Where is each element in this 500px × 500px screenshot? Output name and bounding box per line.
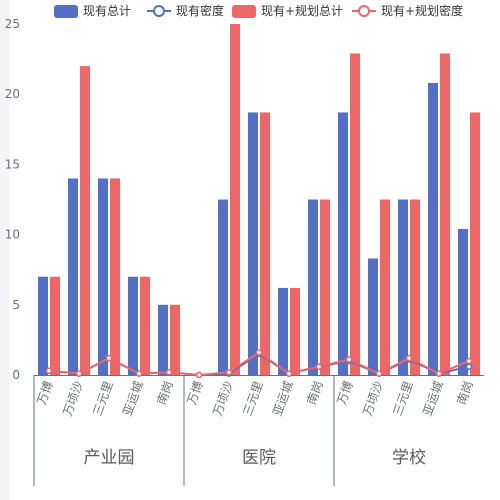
bar (218, 199, 228, 375)
legend-swatch (153, 5, 165, 17)
category-label: 南岗 (454, 379, 476, 407)
y-tick-label: 10 (5, 228, 20, 242)
category-label: 南岗 (304, 379, 326, 407)
bar (110, 178, 120, 375)
bar (428, 82, 438, 375)
density-point (165, 368, 173, 376)
left-gutter (0, 0, 9, 500)
bar (128, 276, 138, 375)
category-label: 万博 (334, 379, 356, 407)
density-point (225, 368, 233, 376)
category-label: 亚运城 (420, 379, 445, 418)
bar (440, 53, 450, 375)
category-label: 万博 (184, 379, 206, 407)
density-point (285, 370, 293, 377)
bar (398, 199, 408, 375)
density-point (435, 370, 443, 377)
category-label: 三元里 (240, 379, 265, 418)
bar (290, 287, 300, 375)
legend-label: 现有总计 (83, 4, 131, 18)
density-point (255, 349, 263, 356)
bar (410, 199, 420, 375)
category-label: 万顷沙 (360, 379, 385, 418)
y-tick-label: 15 (5, 157, 20, 171)
legend-label: 现有密度 (176, 3, 224, 18)
bar (98, 178, 108, 375)
bar (350, 53, 360, 375)
legend-swatch (54, 5, 78, 18)
category-label: 万博 (34, 379, 56, 407)
legend-label: 现有+规划密度 (381, 3, 463, 18)
category-label: 万顷沙 (210, 379, 235, 418)
bar (140, 276, 150, 375)
y-tick-label: 25 (5, 17, 20, 31)
y-tick-label: 5 (12, 298, 20, 312)
category-label: 三元里 (90, 379, 115, 418)
density-point (465, 357, 473, 365)
category-label: 南岗 (154, 379, 176, 407)
bar (68, 178, 78, 375)
bar (470, 112, 480, 376)
group-label: 医院 (242, 448, 276, 468)
category-label: 亚运城 (270, 379, 295, 418)
density-point (315, 363, 323, 370)
density-point (105, 354, 113, 362)
category-label: 亚运城 (120, 379, 145, 418)
density-point (405, 354, 413, 362)
category-label: 三元里 (390, 379, 415, 418)
density-point (375, 370, 383, 377)
bar (248, 112, 258, 376)
bar (320, 199, 330, 375)
bar (278, 287, 288, 375)
bar (338, 112, 348, 376)
bar (260, 112, 270, 376)
bar (170, 304, 180, 375)
group-label: 学校 (392, 448, 426, 468)
category-label: 万顷沙 (60, 379, 85, 418)
bar (80, 66, 90, 376)
y-tick-label: 0 (12, 368, 20, 382)
density-point (195, 371, 203, 379)
bar (230, 24, 240, 375)
bar (368, 258, 378, 375)
legend-swatch (232, 5, 256, 18)
legend-label: 现有+规划总计 (261, 3, 343, 18)
density-point (75, 370, 83, 377)
density-point (465, 363, 473, 370)
bar (308, 199, 318, 375)
y-tick-label: 20 (5, 87, 20, 101)
density-point (45, 367, 53, 375)
bar (50, 276, 60, 375)
bar (38, 276, 48, 375)
group-label: 产业园 (84, 448, 135, 468)
bar (158, 304, 168, 375)
legend-swatch (358, 5, 370, 17)
density-point (135, 370, 143, 377)
bar (380, 199, 390, 375)
density-point (345, 356, 353, 363)
bar (458, 228, 468, 375)
